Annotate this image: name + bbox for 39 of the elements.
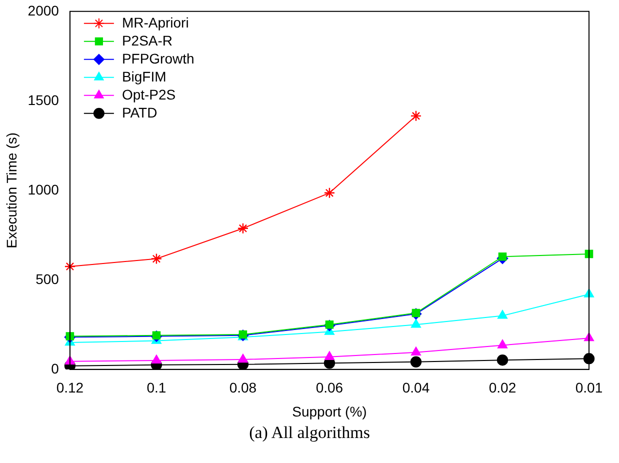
point — [325, 320, 334, 329]
point — [410, 110, 422, 122]
point — [150, 253, 162, 264]
x-axis-title: Support (%) — [292, 403, 367, 420]
y-tick-label: 1000 — [28, 181, 60, 198]
x-tick-label: 0.01 — [575, 380, 603, 396]
x-tick-label: 0.08 — [229, 380, 257, 396]
legend-label: BigFIM — [122, 68, 166, 84]
y-axis-title: Execution Time (s) — [3, 132, 20, 248]
legend-label: MR-Apriori — [122, 14, 189, 30]
point — [411, 346, 421, 356]
x-tick-label: 0.06 — [316, 380, 344, 396]
point — [64, 260, 76, 272]
point — [324, 351, 334, 360]
point — [324, 187, 336, 199]
x-tick-label: 0.02 — [488, 380, 516, 396]
text: (a) All algorithms — [248, 423, 371, 443]
y-tick-label: 500 — [36, 270, 60, 287]
legend-label: Opt-P2S — [122, 86, 176, 102]
y-tick-label: 1500 — [28, 92, 60, 108]
x-tick-label: 0.04 — [402, 380, 430, 396]
point — [498, 340, 508, 348]
legend-label: PFPGrowth — [122, 50, 194, 66]
point — [583, 353, 595, 364]
point — [152, 354, 162, 364]
y-tick-label: 0 — [51, 360, 60, 376]
legend-label: P2SA-R — [122, 32, 173, 48]
point — [496, 354, 508, 366]
point — [237, 222, 249, 234]
point — [238, 354, 248, 363]
point — [410, 356, 422, 368]
point — [412, 308, 420, 318]
x-tick-label: 0.1 — [146, 380, 166, 396]
point — [411, 319, 421, 328]
x-tick-label: 0.12 — [56, 380, 84, 396]
y-tick-label: 2000 — [28, 2, 60, 18]
point — [498, 310, 508, 319]
legend-label: PATD — [122, 104, 158, 120]
point — [498, 252, 507, 261]
